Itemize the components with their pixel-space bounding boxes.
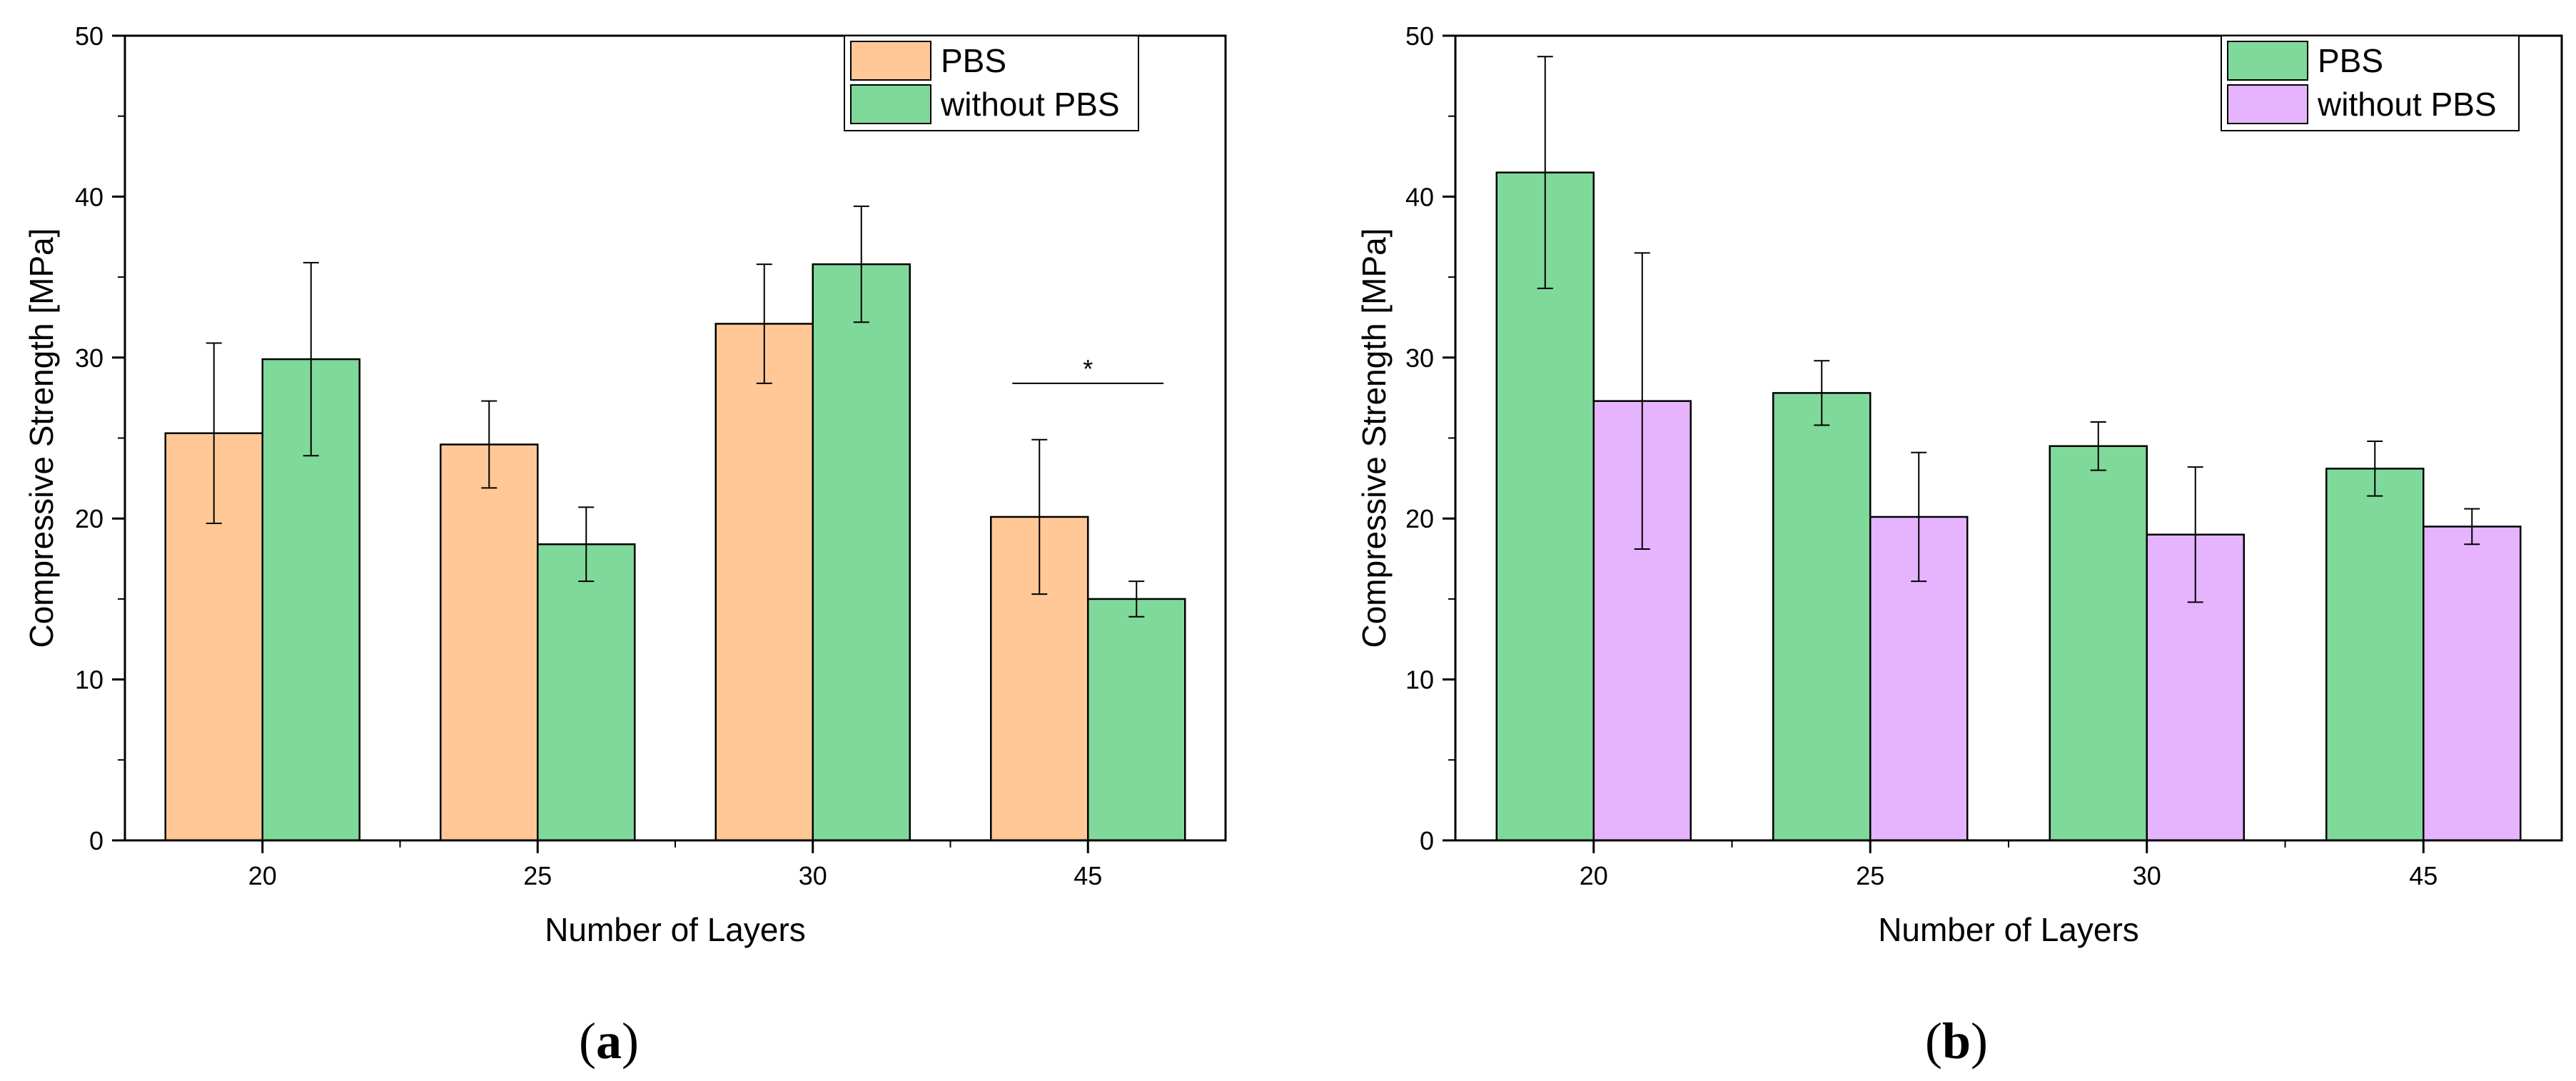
bar-pbs-45: [2325, 468, 2425, 842]
error-bar-without-pbs-45: [1128, 580, 1145, 618]
x-axis-ticks: 20 25 30 45: [1580, 840, 2438, 890]
legend-label-pbs: PBS: [941, 42, 1006, 79]
x-tick-label: 30: [2133, 861, 2161, 890]
error-bar-without-pbs-20: [1634, 252, 1650, 550]
y-axis-ticks: 0 10 20 30 40 50: [75, 21, 125, 855]
y-tick-label: 50: [75, 21, 103, 51]
bar-pbs-30: [2049, 445, 2148, 842]
error-bar-without-pbs-25: [578, 506, 595, 583]
x-tick-label: 25: [1856, 861, 1884, 890]
error-bar-pbs-25: [1814, 360, 1830, 426]
x-axis-title: Number of Layers: [1878, 911, 2139, 948]
x-tick-label: 45: [2409, 861, 2438, 890]
error-bar-pbs-45: [1031, 438, 1048, 595]
error-bar-pbs-30: [2090, 421, 2106, 471]
bar-pbs-25: [1772, 392, 1872, 842]
error-bar-pbs-25: [481, 400, 497, 489]
y-axis-ticks: 0 10 20 30 40 50: [1405, 21, 1455, 855]
y-tick-label: 50: [1405, 21, 1434, 51]
bars-group: [164, 263, 1186, 842]
error-bar-without-pbs-30: [2187, 466, 2203, 603]
panel-letter: a: [596, 1012, 622, 1070]
panel-label-a: (a): [579, 1012, 639, 1070]
y-tick-label: 10: [1405, 665, 1434, 695]
x-tick-label: 30: [799, 861, 827, 890]
y-axis-title: Compressive Strength [MPa]: [1355, 228, 1393, 648]
bars-group: [1495, 171, 2522, 842]
panel-letter: b: [1942, 1012, 1971, 1070]
legend: PBS without PBS: [2221, 35, 2520, 131]
error-bar-pbs-20: [1537, 56, 1553, 289]
bar-without-pbs-45: [2423, 526, 2522, 842]
y-tick-label: 30: [75, 343, 103, 373]
legend-label-without-pbs: without PBS: [940, 86, 1120, 123]
legend-swatch-pbs: [2227, 41, 2308, 81]
y-tick-label: 20: [1405, 504, 1434, 533]
y-tick-label: 20: [75, 504, 103, 533]
error-bar-pbs-20: [206, 342, 222, 524]
error-bar-without-pbs-45: [2464, 508, 2480, 545]
x-tick-label: 20: [1580, 861, 1608, 890]
bar-without-pbs-45: [1087, 598, 1186, 842]
x-axis-title: Number of Layers: [545, 911, 806, 948]
bar-without-pbs-30: [812, 263, 911, 842]
error-bar-pbs-30: [756, 263, 772, 384]
x-axis-ticks: 20 25 30 45: [248, 840, 1102, 890]
chart-panel-b: 0 10 20 30 40 50 20 25 30 45 Number of Layers Co…: [1355, 21, 2563, 1070]
bar-without-pbs-25: [537, 543, 636, 842]
legend-swatch-without-pbs: [2227, 84, 2308, 124]
legend: PBS without PBS: [844, 35, 1139, 131]
error-bar-without-pbs-25: [1911, 451, 1927, 583]
legend-label-pbs: PBS: [2318, 42, 2383, 79]
x-tick-label: 20: [248, 861, 277, 890]
y-tick-label: 0: [89, 826, 103, 855]
y-tick-label: 30: [1405, 343, 1434, 373]
error-bar-without-pbs-30: [853, 205, 869, 323]
y-axis-title: Compressive Strength [MPa]: [23, 228, 60, 648]
legend-swatch-pbs: [850, 41, 931, 81]
error-bar-pbs-45: [2367, 441, 2383, 497]
legend-label-without-pbs: without PBS: [2317, 86, 2497, 123]
y-tick-label: 40: [75, 182, 103, 211]
annotations-group: *: [1012, 354, 1164, 384]
y-tick-label: 10: [75, 665, 103, 695]
panel-label-b: (b): [1925, 1012, 1988, 1070]
significance-star: *: [1083, 354, 1093, 383]
bar-pbs-25: [440, 443, 539, 842]
error-bar-without-pbs-20: [303, 261, 319, 457]
y-tick-label: 0: [1420, 826, 1434, 855]
x-tick-label: 45: [1074, 861, 1102, 890]
legend-swatch-without-pbs: [850, 84, 931, 124]
y-tick-label: 40: [1405, 182, 1434, 211]
bar-pbs-30: [714, 323, 814, 842]
error-bars-group: [206, 205, 1145, 618]
x-tick-label: 25: [523, 861, 552, 890]
error-bars-group: [1537, 56, 2480, 603]
